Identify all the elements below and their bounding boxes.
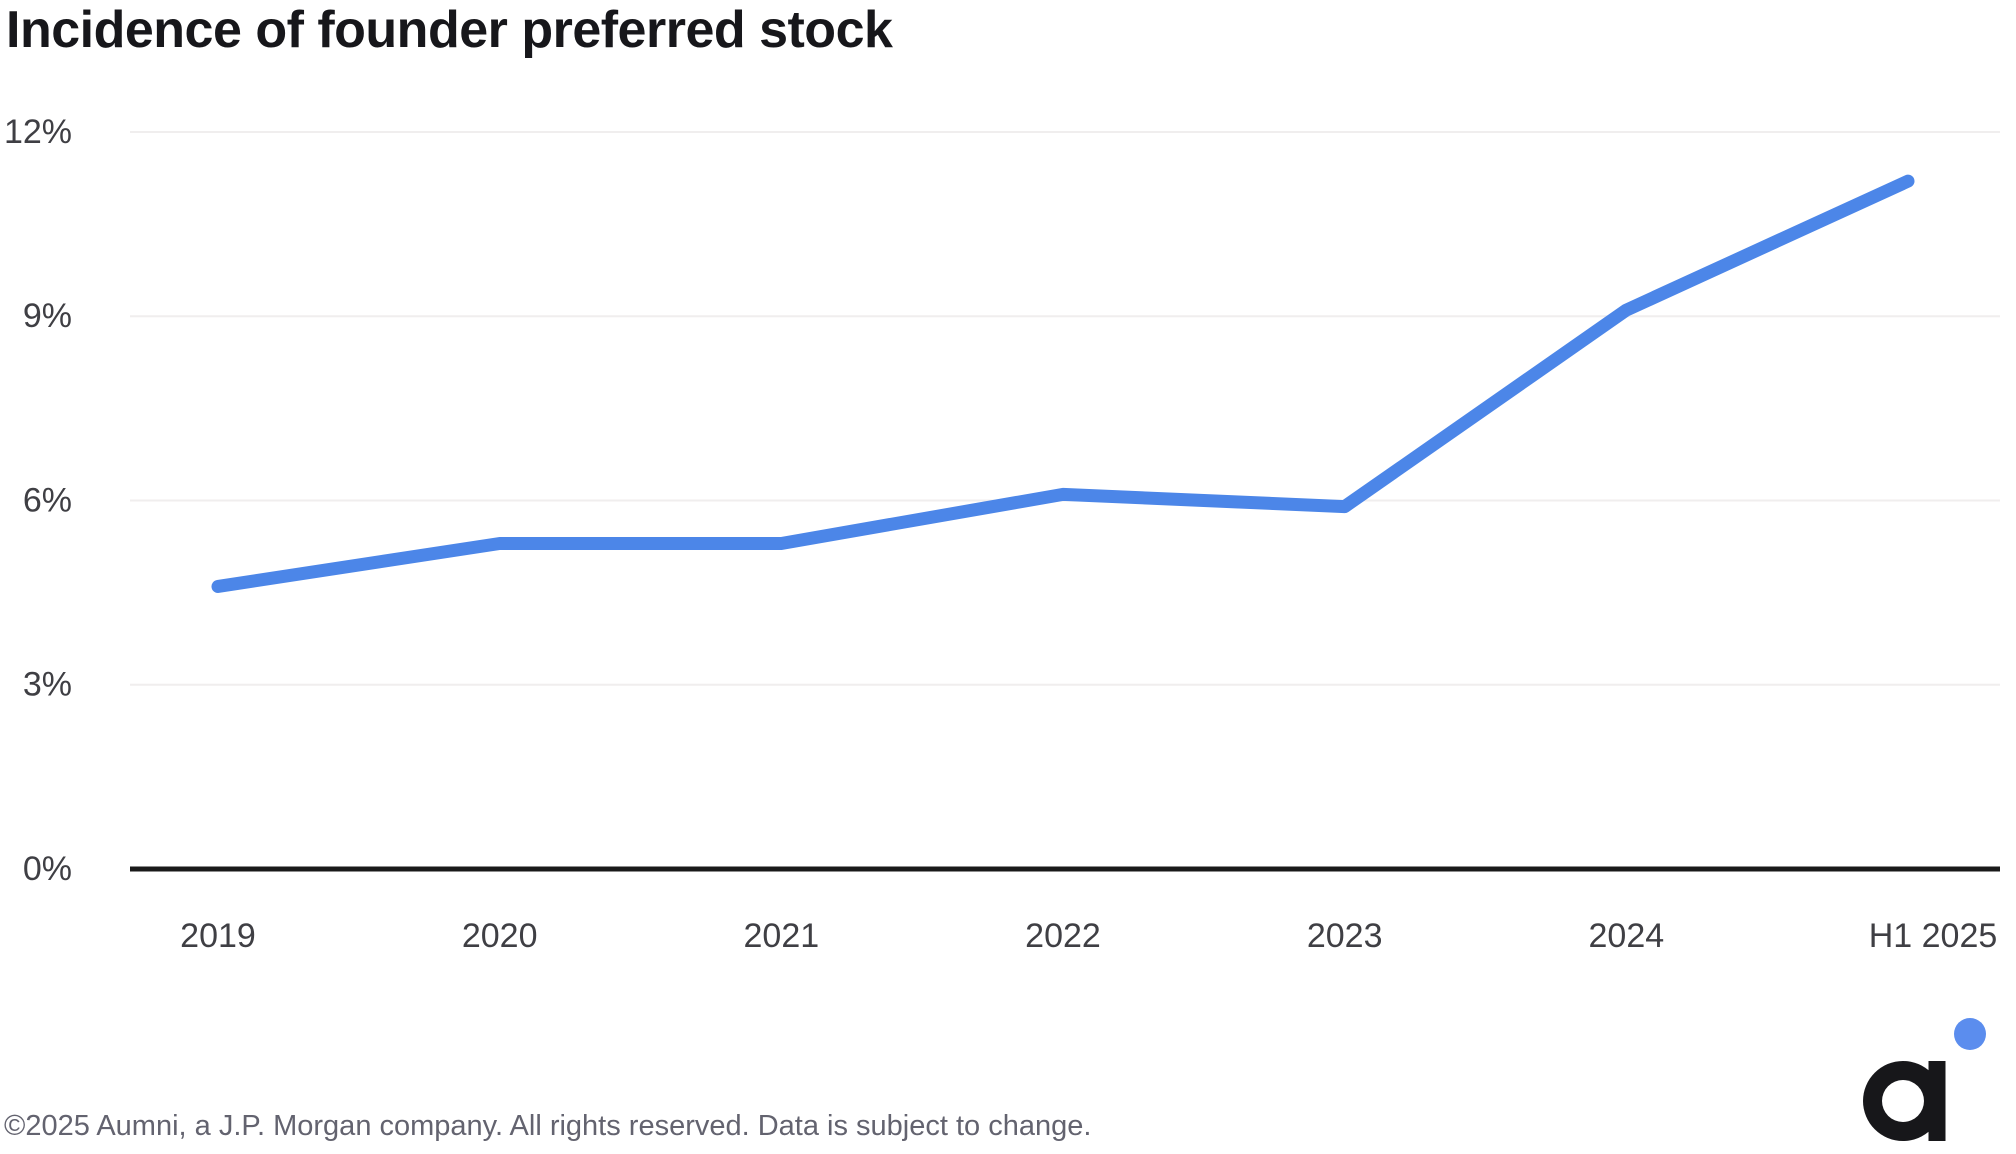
logo-dot-icon: [1954, 1018, 1986, 1050]
aumni-logo: [1863, 1018, 1986, 1141]
trend-line: [211, 174, 1915, 593]
x-axis-tick-label: 2024: [1589, 917, 1665, 955]
y-axis-tick-label: 3%: [23, 666, 72, 704]
x-axis-tick-label: 2021: [744, 917, 820, 955]
x-axis-tick-label: 2019: [180, 917, 256, 955]
x-axis-tick-label: H1 2025: [1869, 917, 1998, 955]
footer-copyright: ©2025 Aumni, a J.P. Morgan company. All …: [4, 1110, 1092, 1142]
x-axis-tick-label: 2023: [1307, 917, 1383, 955]
x-axis-tick-label: 2020: [462, 917, 538, 955]
x-axis-tick-label: 2022: [1025, 917, 1101, 955]
logo-a-icon: [1863, 1061, 1946, 1141]
y-axis-tick-label: 9%: [23, 297, 72, 335]
y-axis-tick-label: 6%: [23, 481, 72, 519]
y-axis-tick-label: 0%: [23, 850, 72, 888]
chart-title: Incidence of founder preferred stock: [6, 1, 893, 59]
y-axis-tick-label: 12%: [4, 113, 72, 151]
